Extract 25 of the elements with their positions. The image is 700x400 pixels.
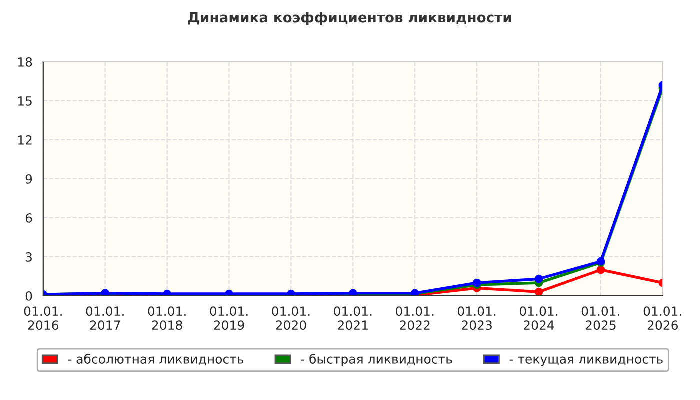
x-tick-label: 01.01. 2025	[582, 306, 620, 330]
x-tick-label: 01.01. 2017	[86, 306, 124, 330]
chart-title: Динамика коэффициентов ликвидности	[188, 12, 512, 26]
x-tick-label: 01.01. 2026	[644, 306, 682, 330]
x-tick-label: 01.01. 2018	[148, 306, 186, 330]
x-tick-label: 01.01. 2023	[458, 306, 496, 330]
y-tick-label: 15	[18, 96, 32, 106]
point	[534, 288, 544, 296]
y-tick-label: 12	[18, 135, 32, 145]
point	[596, 266, 606, 274]
x-tick-label: 01.01. 2019	[210, 306, 248, 330]
legend-label: - быстрая ликвидность	[301, 354, 452, 366]
x-tick-label: 01.01. 2016	[24, 306, 62, 330]
y-tick-label: 0	[26, 291, 32, 301]
y-tick-label: 18	[18, 57, 32, 67]
point	[534, 274, 544, 284]
legend-label: - абсолютная ликвидность	[68, 354, 244, 366]
y-tick-label: 3	[26, 252, 32, 262]
x-tick-label: 01.01. 2021	[334, 306, 372, 330]
y-tick-label: 6	[26, 213, 32, 223]
legend-label: - текущая ликвидность	[510, 356, 663, 366]
x-tick-label: 01.01. 2024	[520, 306, 558, 330]
x-tick-label: 01.01. 2022	[396, 306, 434, 330]
x-tick-label: 01.01. 2020	[272, 306, 310, 330]
y-tick-label: 9	[26, 174, 32, 184]
